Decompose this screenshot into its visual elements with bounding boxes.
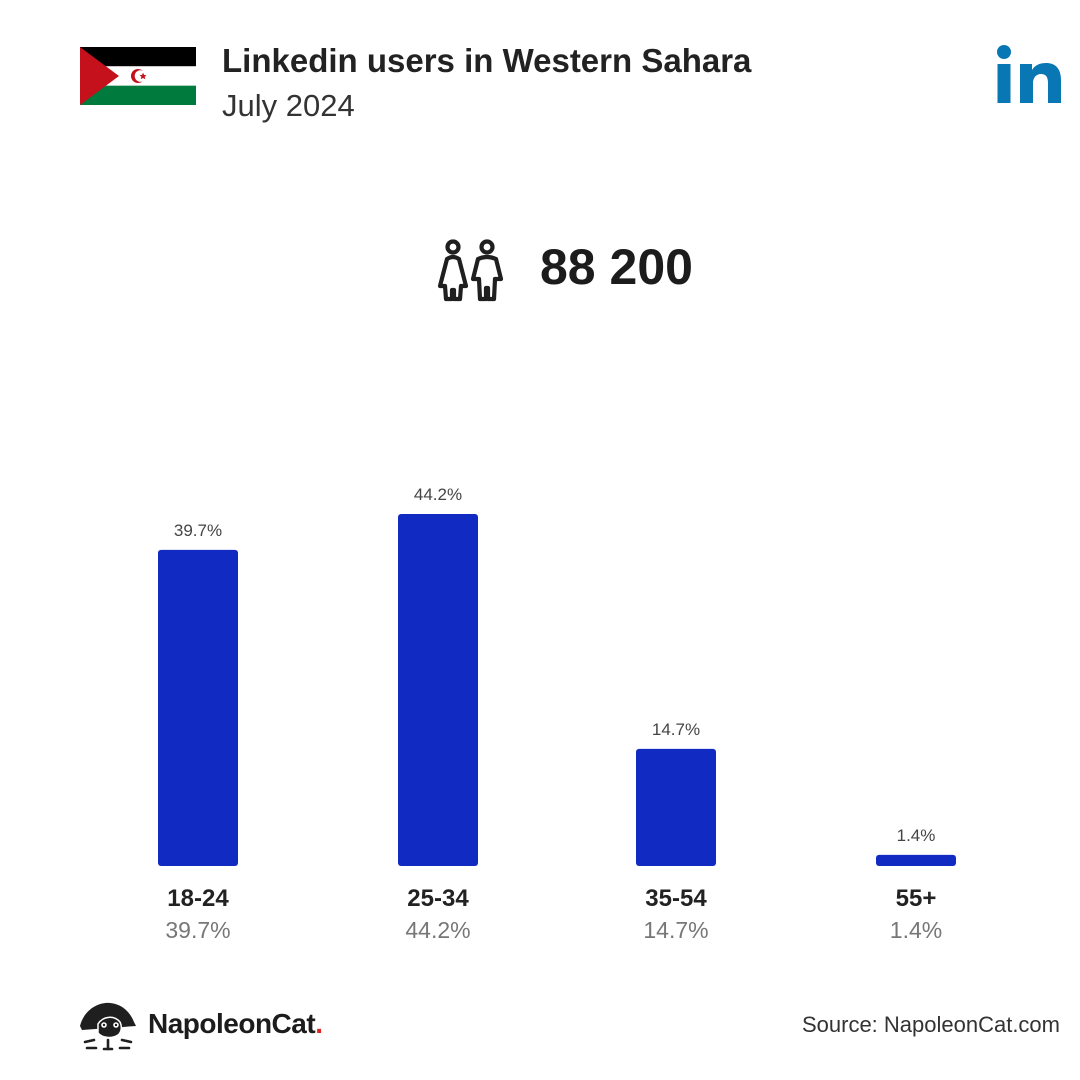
bar-value-label: 39.7% [174, 521, 222, 540]
bar-value-label: 1.4% [897, 826, 936, 845]
category-percent: 44.2% [405, 917, 470, 943]
users-icon [437, 239, 504, 302]
page-title: Linkedin users in Western Sahara [222, 42, 752, 79]
brand-dot: . [315, 1008, 323, 1039]
bar-25-34 [398, 514, 478, 866]
linkedin-logo-icon [997, 45, 1061, 103]
source-text: Source: NapoleonCat.com [801, 1012, 1060, 1037]
category-label: 18-24 [167, 885, 229, 912]
napoleoncat-logo-icon [80, 1002, 136, 1051]
bar-value-label: 44.2% [414, 485, 462, 504]
category-percent: 14.7% [643, 917, 708, 943]
brand-name: NapoleonCat. [148, 1008, 323, 1040]
bar-35-54 [636, 748, 716, 866]
page-subtitle: July 2024 [222, 88, 355, 123]
bar-value-label: 14.7% [652, 720, 700, 739]
bar-55+ [876, 854, 956, 866]
total-users-value: 88 200 [540, 239, 693, 295]
category-label: 35-54 [645, 885, 707, 912]
western-sahara-flag-icon [80, 47, 196, 105]
category-percent: 1.4% [890, 917, 942, 943]
category-label: 55+ [896, 885, 937, 912]
category-percent: 39.7% [165, 917, 230, 943]
bar-18-24 [158, 549, 238, 866]
brand-name-text: NapoleonCat [148, 1008, 316, 1039]
category-label: 25-34 [407, 885, 469, 912]
